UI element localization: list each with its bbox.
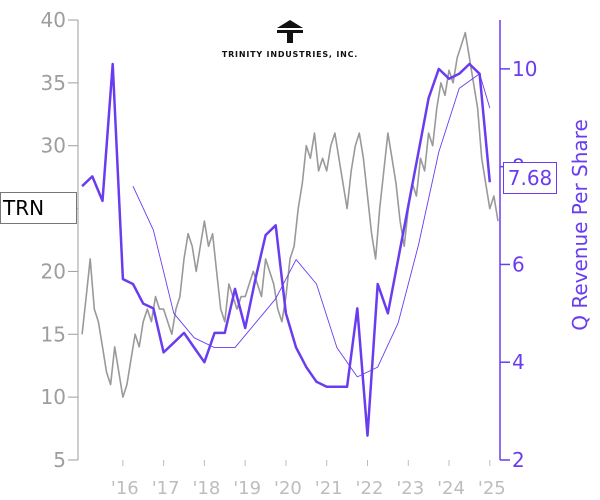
x-tick-label: '17 [152, 478, 180, 499]
right-tick-label: 2 [512, 448, 525, 472]
left-tick-label: 40 [41, 8, 66, 32]
right-tick-label: 4 [512, 350, 525, 374]
left-tick-label: 35 [41, 71, 66, 95]
x-tick-label: '23 [396, 478, 424, 499]
revenue-series [81, 62, 492, 437]
revenue-trend-line [132, 73, 491, 378]
x-tick-label: '19 [233, 478, 261, 499]
left-tick-label: 20 [41, 259, 66, 283]
left-tick-label: 30 [41, 134, 66, 158]
price-line [81, 31, 499, 398]
x-tick-label: '20 [274, 478, 302, 499]
x-tick-label: '18 [192, 478, 220, 499]
x-tick-label: '24 [437, 478, 465, 499]
trinity-logo-icon [277, 20, 303, 43]
x-tick-label: '25 [478, 478, 506, 499]
axes: 510152025303540246810'16'17'18'19'20'21'… [41, 8, 538, 499]
x-tick-label: '16 [111, 478, 139, 499]
x-tick-label: '22 [356, 478, 384, 499]
revenue-trend-series [132, 73, 491, 378]
left-tick-label: 5 [53, 448, 66, 472]
company-logo: TRINITY INDUSTRIES, INC. [205, 20, 375, 59]
last-value-badge: 7.68 [503, 162, 557, 194]
x-tick-label: '21 [315, 478, 343, 499]
ticker-label: TRN [0, 192, 77, 224]
right-tick-label: 10 [512, 57, 537, 81]
revenue-line [81, 62, 492, 437]
company-name: TRINITY INDUSTRIES, INC. [221, 50, 359, 59]
left-tick-label: 15 [41, 322, 66, 346]
left-tick-label: 10 [41, 385, 66, 409]
price-series [81, 31, 499, 398]
right-axis-label: Q Revenue Per Share [568, 119, 592, 331]
right-tick-label: 6 [512, 252, 525, 276]
